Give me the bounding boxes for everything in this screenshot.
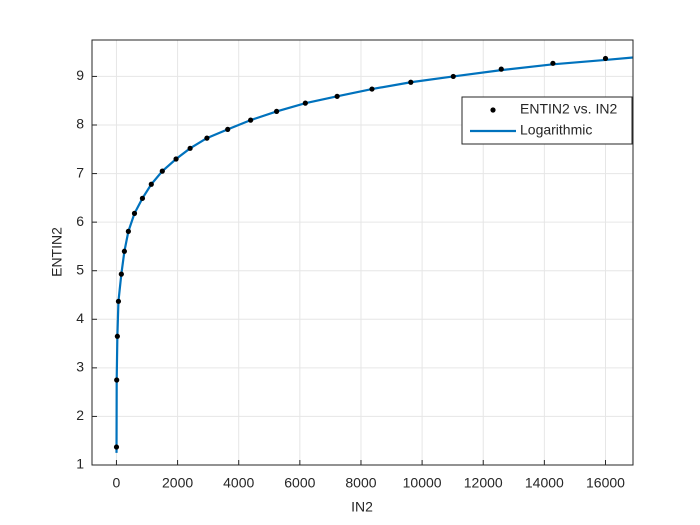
data-point <box>602 55 609 62</box>
legend-box <box>461 96 633 145</box>
y-tick-label: 2 <box>76 407 84 423</box>
data-point <box>131 210 138 216</box>
data-point <box>302 100 308 106</box>
data-point <box>125 228 131 234</box>
legend-label: ENTIN2 vs. IN2 <box>520 101 617 117</box>
x-tick-label: 4000 <box>223 475 254 491</box>
data-point <box>173 156 179 162</box>
data-point <box>204 135 210 141</box>
x-tick-label: 2000 <box>162 475 193 491</box>
data-point <box>225 126 231 132</box>
data-point <box>115 298 122 304</box>
data-point <box>114 333 120 339</box>
x-tick-label: 14000 <box>525 475 564 491</box>
data-point <box>121 248 127 254</box>
data-point <box>139 195 146 201</box>
data-point <box>118 271 124 277</box>
data-point <box>148 181 154 187</box>
data-point <box>113 444 120 450</box>
legend-marker <box>490 107 496 113</box>
data-point <box>334 93 340 99</box>
x-tick-label: 16000 <box>586 475 625 491</box>
y-tick-label: 9 <box>76 67 84 83</box>
y-tick-label: 5 <box>76 261 84 277</box>
fit-line <box>115 56 633 453</box>
x-tick-label: 0 <box>113 475 121 491</box>
data-point <box>274 108 280 114</box>
y-tick-label: 8 <box>76 116 84 132</box>
x-tick-label: 10000 <box>403 475 442 491</box>
y-tick-label: 6 <box>76 213 84 229</box>
data-point <box>248 117 254 123</box>
x-tick-label: 12000 <box>464 475 503 491</box>
y-tick-label: 7 <box>76 164 84 180</box>
x-tick-label: 6000 <box>284 475 315 491</box>
data-point <box>187 145 193 151</box>
axes-box <box>91 39 634 466</box>
y-tick-label: 3 <box>76 359 84 375</box>
data-point <box>369 86 375 92</box>
y-tick-label: 1 <box>76 456 84 472</box>
data-point <box>550 60 556 66</box>
data-point <box>498 66 504 72</box>
y-tick-label: 4 <box>76 310 84 326</box>
x-tick-label: 8000 <box>345 475 376 491</box>
legend-label: Logarithmic <box>520 122 592 138</box>
x-axis-label: IN2 <box>351 499 373 515</box>
data-point <box>114 377 120 383</box>
data-point <box>450 73 456 80</box>
data-point <box>408 79 414 85</box>
y-axis-label: ENTIN2 <box>49 227 65 277</box>
data-point <box>159 168 165 174</box>
